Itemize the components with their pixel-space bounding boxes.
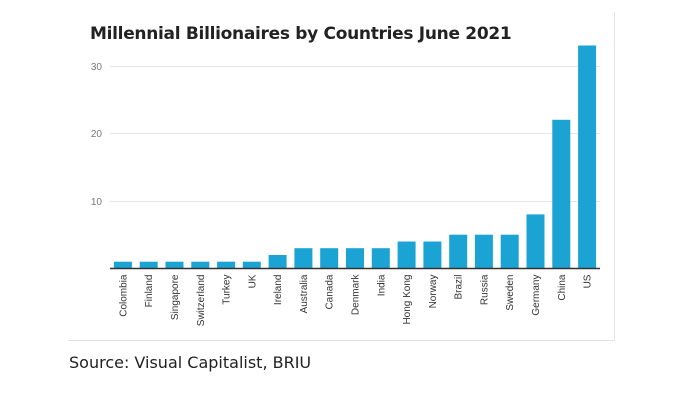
bar-australia[interactable]: [294, 248, 313, 269]
x-tick-label-sweden: Sweden: [505, 275, 516, 311]
y-tick-label-30: 30: [91, 62, 103, 73]
x-tick-label-brazil: Brazil: [454, 275, 465, 300]
x-tick-label-ireland: Ireland: [273, 275, 284, 306]
y-tick-label-10: 10: [91, 197, 103, 208]
bar-singapore[interactable]: [165, 261, 184, 269]
bar-finland[interactable]: [139, 261, 158, 269]
bar-russia[interactable]: [474, 234, 493, 269]
x-tick-label-uk: UK: [247, 274, 258, 288]
x-tick-label-turkey: Turkey: [222, 275, 233, 305]
bar-hong-kong[interactable]: [397, 241, 416, 269]
x-tick-label-switzerland: Switzerland: [196, 275, 207, 327]
bar-colombia[interactable]: [113, 261, 132, 269]
chart-title: Millennial Billionaires by Countries Jun…: [90, 24, 512, 44]
x-tick-label-finland: Finland: [144, 275, 155, 308]
x-tick-label-germany: Germany: [531, 275, 542, 316]
x-tick-label-hong-kong: Hong Kong: [402, 275, 413, 325]
bar-uk[interactable]: [242, 261, 261, 269]
bar-canada[interactable]: [320, 248, 339, 269]
bar-switzerland[interactable]: [191, 261, 210, 269]
source-note: Source: Visual Capitalist, BRIU: [69, 353, 312, 372]
bar-denmark[interactable]: [346, 248, 364, 269]
bar-sweden[interactable]: [500, 234, 519, 269]
x-tick-label-australia: Australia: [299, 274, 310, 313]
bar-ireland[interactable]: [268, 255, 287, 269]
bar-china[interactable]: [552, 119, 571, 269]
x-tick-label-russia: Russia: [479, 274, 490, 305]
bar-us[interactable]: [578, 45, 597, 269]
bar-brazil[interactable]: [449, 234, 468, 269]
x-tick-label-denmark: Denmark: [351, 274, 362, 316]
bar-india[interactable]: [371, 248, 390, 269]
x-tick-label-china: China: [557, 274, 568, 301]
bar-germany[interactable]: [526, 214, 545, 269]
chart-card: Millennial Billionaires by Countries Jun…: [68, 12, 615, 341]
x-tick-label-india: India: [376, 274, 387, 296]
x-tick-label-us: US: [583, 274, 594, 288]
x-tick-label-colombia: Colombia: [118, 274, 129, 317]
x-tick-label-norway: Norway: [428, 275, 439, 309]
x-tick-label-canada: Canada: [325, 274, 336, 309]
x-tick-label-singapore: Singapore: [170, 274, 181, 320]
bar-chart: 10 20 30 Colombia Finland Singapore Switzerlan…: [91, 45, 600, 327]
bar-norway[interactable]: [423, 241, 442, 269]
bar-turkey[interactable]: [217, 261, 236, 269]
y-tick-label-20: 20: [91, 129, 103, 140]
